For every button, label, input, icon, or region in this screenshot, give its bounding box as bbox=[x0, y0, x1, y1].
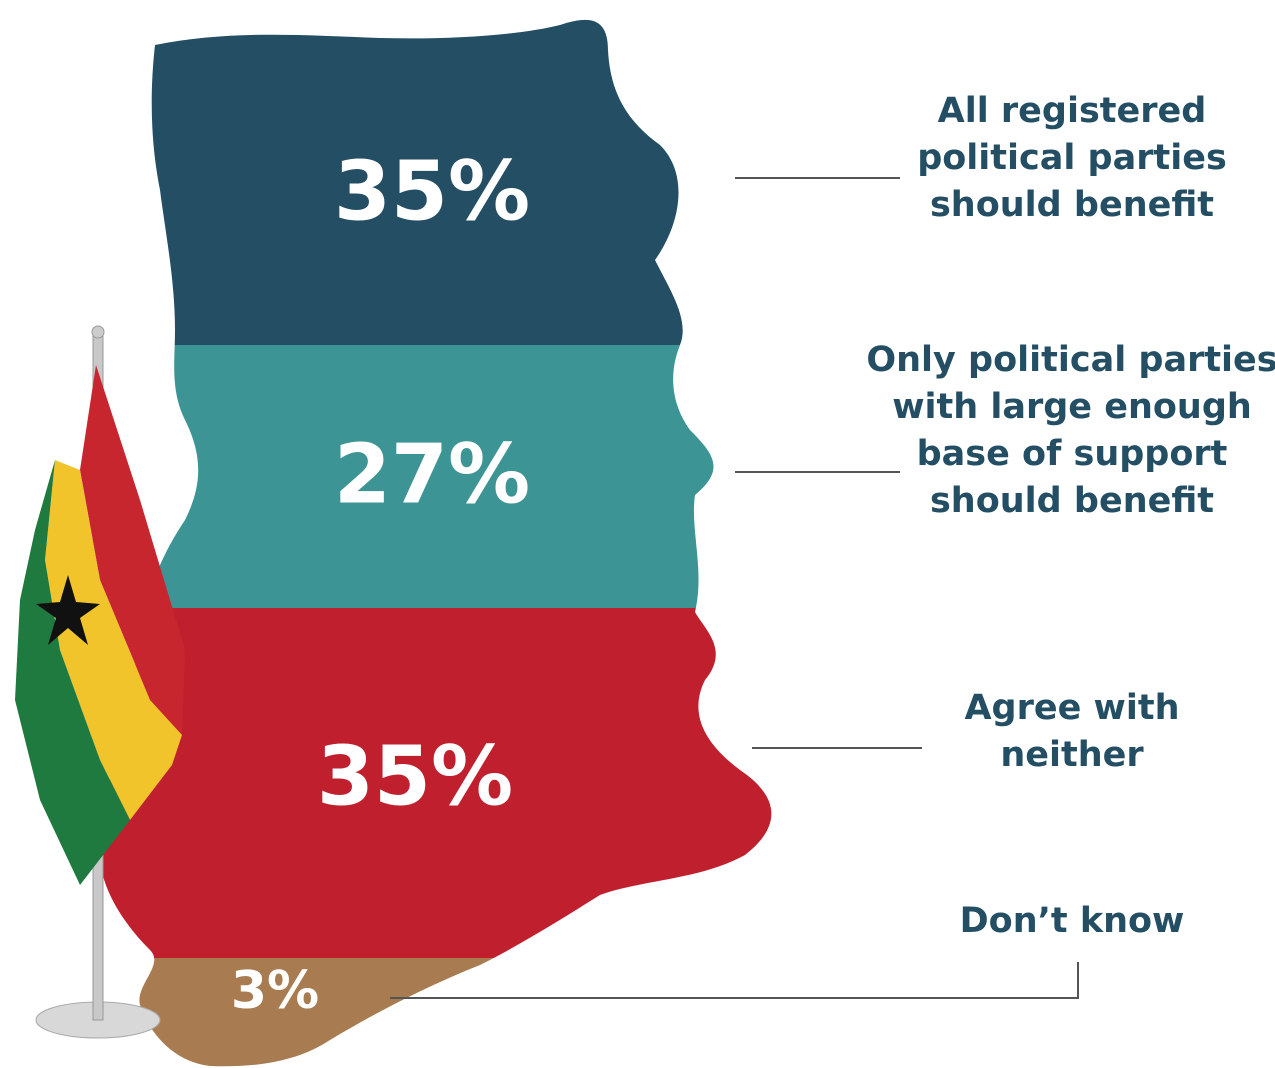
value-label: 3% bbox=[231, 961, 319, 1021]
flag-green bbox=[15, 460, 130, 885]
flag bbox=[15, 325, 185, 1039]
category-label: Agree with neither bbox=[964, 688, 1180, 775]
leader-line bbox=[390, 962, 1079, 999]
category-label: Only political parties with large enough… bbox=[866, 340, 1275, 521]
category-label: Don’t know bbox=[959, 901, 1185, 941]
value-label: 27% bbox=[334, 427, 530, 522]
value-label: 35% bbox=[317, 729, 513, 824]
category-label: All registered political parties should … bbox=[917, 91, 1227, 225]
flag-finial bbox=[91, 325, 105, 339]
flag-star bbox=[36, 575, 100, 645]
leader-lines bbox=[390, 177, 1079, 999]
flag-yellow bbox=[45, 460, 182, 820]
region bbox=[99, 345, 772, 608]
value-label: 35% bbox=[334, 144, 530, 239]
flag-red bbox=[80, 365, 185, 735]
